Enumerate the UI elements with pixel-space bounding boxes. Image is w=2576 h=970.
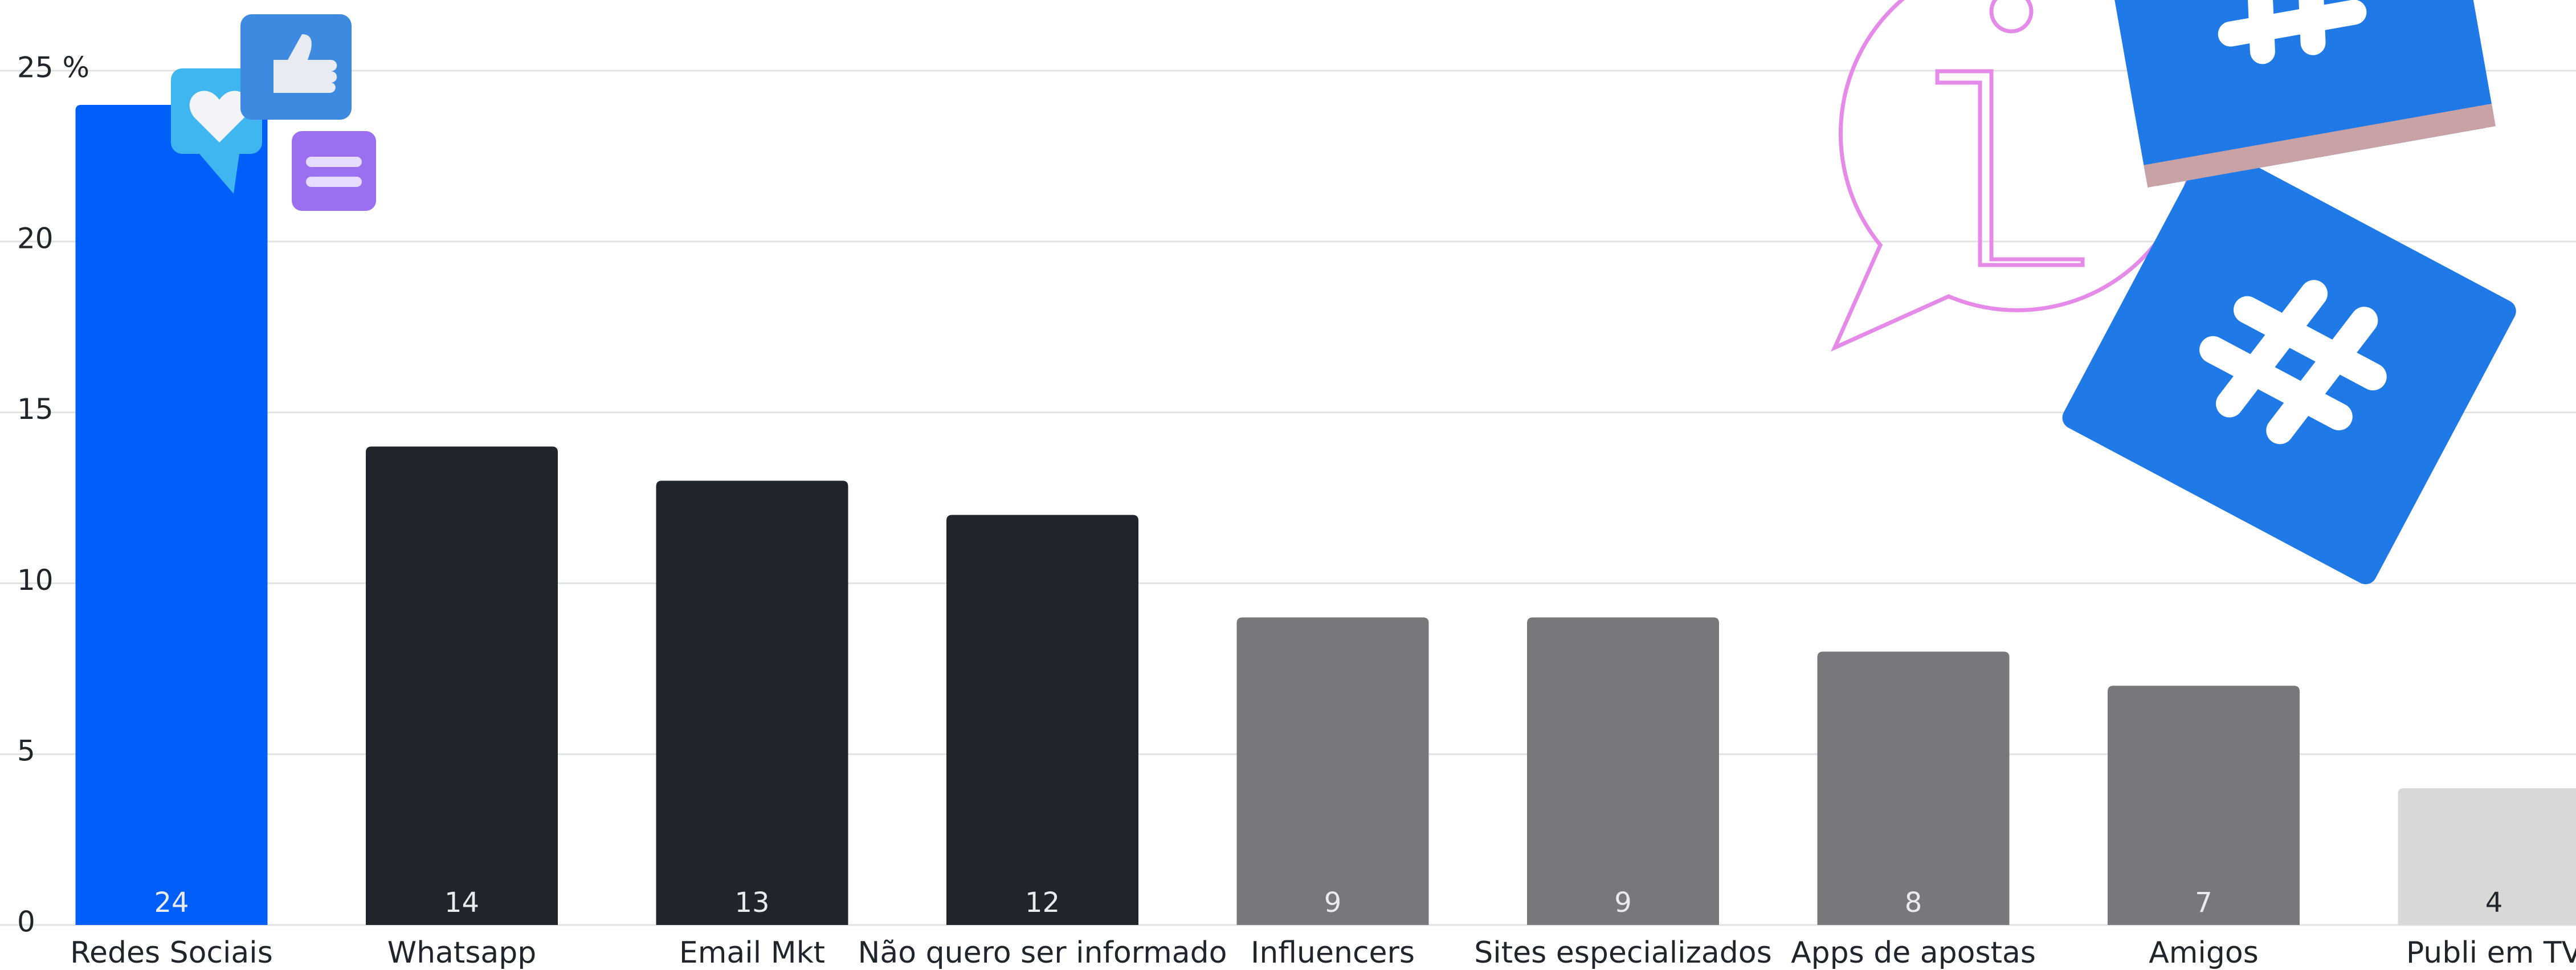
hashtag-cubes <box>2062 0 2516 585</box>
info-bubble <box>1831 0 2196 352</box>
bar <box>366 446 558 925</box>
x-tick-label: Sites especializados <box>1474 936 1771 970</box>
x-tick-label: Não quero ser informado <box>858 936 1227 970</box>
value-label: 4 <box>2485 887 2503 919</box>
y-tick-label: 15 <box>17 393 54 426</box>
social-icons <box>171 14 376 211</box>
thumb <box>273 34 337 93</box>
y-tick-label: 10 <box>17 564 54 597</box>
labels: 0 5 10 15 20 25 % 24 Redes Sociais 14 Whatsapp 13 E… <box>17 51 2576 970</box>
chat-line <box>306 157 362 167</box>
bar <box>1527 617 1719 925</box>
y-tick-label: 5 <box>17 735 35 768</box>
x-tick-label: Whatsapp <box>387 936 537 970</box>
heart <box>189 91 250 142</box>
value-label: 8 <box>1905 887 1922 919</box>
bar <box>75 104 268 926</box>
y-tick-label: 0 <box>17 906 35 939</box>
y-tick-label: 25 % <box>17 51 89 84</box>
x-tick-label: Apps de apostas <box>1791 936 2036 970</box>
bar <box>946 515 1138 925</box>
value-label: 24 <box>154 887 189 919</box>
chat-bubble <box>292 131 376 211</box>
x-tick-label: Redes Sociais <box>70 936 273 970</box>
value-label: 12 <box>1025 887 1060 919</box>
x-tick-label: Influencers <box>1251 936 1415 970</box>
x-tick-label: Email Mkt <box>679 936 825 970</box>
value-label: 13 <box>734 887 769 919</box>
bar <box>2108 686 2300 925</box>
y-tick-label: 20 <box>17 222 54 255</box>
value-label: 9 <box>1324 887 1342 919</box>
chat-line <box>306 177 362 187</box>
value-label: 14 <box>444 887 479 919</box>
bar <box>2398 788 2576 925</box>
value-label: 9 <box>1614 887 1632 919</box>
bars <box>75 104 2576 926</box>
bar <box>1817 651 2010 925</box>
bar <box>656 480 848 925</box>
bar <box>1236 617 1429 925</box>
value-label: 7 <box>2195 887 2212 919</box>
x-tick-label: Publi em TV <box>2406 936 2576 970</box>
x-tick-label: Amigos <box>2149 936 2259 970</box>
